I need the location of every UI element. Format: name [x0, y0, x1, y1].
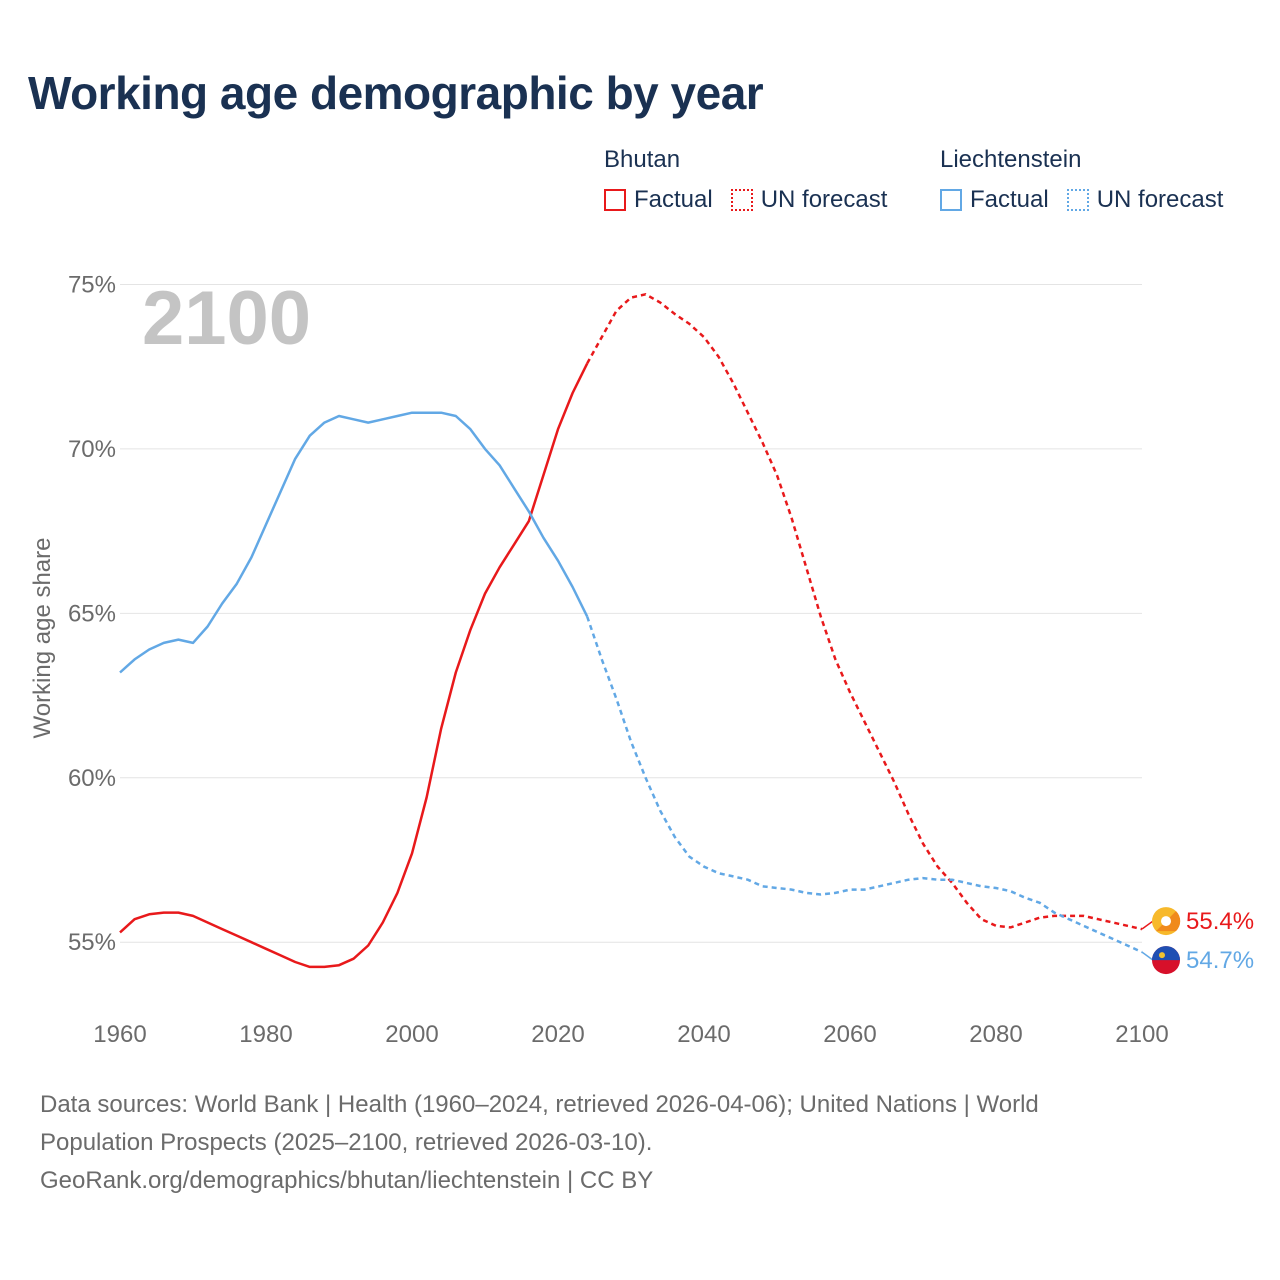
bhutan-dragon-mark — [1161, 916, 1171, 927]
y-tick-label: 65% — [68, 600, 116, 627]
footer-line-1: Data sources: World Bank | Health (1960–… — [40, 1091, 1039, 1118]
legend-group-liechtenstein: Liechtenstein Factual UN forecast — [940, 146, 1241, 214]
footer-sources: Data sources: World Bank | Health (1960–… — [40, 1086, 1240, 1200]
liechtenstein-crown-mark — [1159, 952, 1165, 959]
end-value-label-bhutan: 55.4% — [1186, 908, 1254, 935]
legend-item-liechtenstein-forecast[interactable]: UN forecast — [1066, 186, 1224, 214]
x-tick-label: 2040 — [677, 1021, 730, 1048]
y-tick-label: 60% — [68, 765, 116, 792]
series-line-liechtenstein-factual — [119, 411, 589, 674]
end-value-label-liechtenstein: 54.7% — [1186, 947, 1254, 974]
legend-label: Factual — [970, 186, 1049, 213]
liechtenstein-flag-top — [1152, 946, 1181, 961]
series-line-bhutan-forecast — [586, 292, 1143, 931]
grid-lines — [120, 283, 1142, 943]
x-axis-ticks: 1960 1980 2000 2020 2040 2060 2080 2100 — [93, 1021, 1168, 1048]
y-tick-label: 70% — [68, 436, 116, 463]
legend-group-name: Bhutan — [604, 146, 681, 173]
legend-group-name: Liechtenstein — [940, 146, 1082, 173]
legend-label: UN forecast — [1096, 186, 1224, 213]
legend-label: Factual — [634, 186, 713, 213]
x-tick-label: 2000 — [385, 1021, 438, 1048]
chart-title: Working age demographic by year — [28, 67, 764, 119]
legend-swatch-dotted — [1066, 189, 1089, 211]
legend-group-bhutan: Bhutan Factual UN forecast — [604, 146, 905, 214]
x-tick-label: 1980 — [239, 1021, 292, 1048]
x-tick-label: 2100 — [1115, 1021, 1168, 1048]
footer-line-2: Population Prospects (2025–2100, retriev… — [40, 1129, 653, 1156]
legend-swatch-solid — [940, 189, 962, 211]
year-watermark: 2100 — [142, 276, 311, 361]
series-line-liechtenstein-forecast — [586, 616, 1143, 954]
y-tick-label: 75% — [68, 271, 116, 298]
x-tick-label: 2060 — [823, 1021, 876, 1048]
footer-line-3: GeoRank.org/demographics/bhutan/liechten… — [40, 1167, 654, 1194]
legend-swatch-solid — [604, 189, 626, 211]
y-axis-label: Working age share — [29, 538, 56, 739]
legend-label: UN forecast — [760, 186, 888, 213]
series-line-bhutan-factual — [119, 362, 589, 969]
x-tick-label: 1960 — [93, 1021, 146, 1048]
legend-item-bhutan-factual[interactable]: Factual — [604, 186, 713, 214]
legend-swatch-dotted — [730, 189, 753, 211]
line-chart: 2100 55% 60% 65% 70% 75% 1960 1980 2000 2020 204… — [29, 271, 1254, 1048]
y-axis-ticks: 55% 60% 65% 70% 75% — [68, 271, 116, 956]
end-connector — [1141, 951, 1154, 961]
series-lines — [119, 292, 1143, 969]
y-tick-label: 55% — [68, 929, 116, 956]
x-tick-label: 2080 — [969, 1021, 1022, 1048]
series-end-markers: 55.4% 54.7% — [1141, 907, 1254, 975]
legend-item-bhutan-forecast[interactable]: UN forecast — [730, 186, 888, 214]
legend-item-liechtenstein-factual[interactable]: Factual — [940, 186, 1049, 214]
end-connector — [1141, 920, 1154, 930]
x-tick-label: 2020 — [531, 1021, 584, 1048]
